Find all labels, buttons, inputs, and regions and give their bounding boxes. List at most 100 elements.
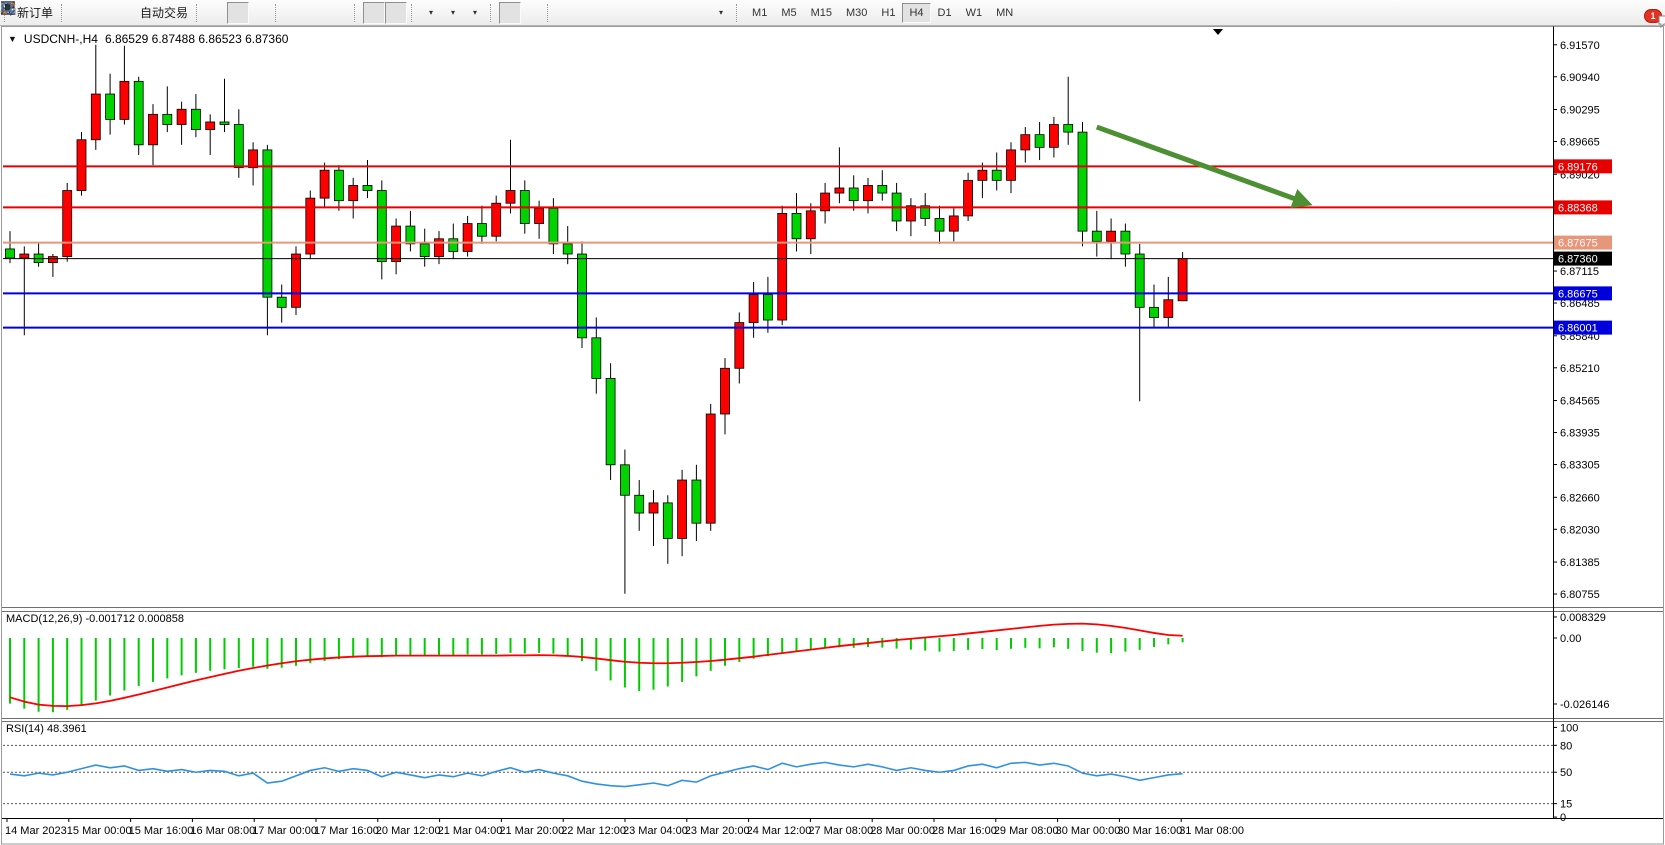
- candle: [1091, 230, 1102, 242]
- price-badge-label: 6.89176: [1558, 161, 1598, 173]
- autotrading-button[interactable]: 自动交易: [1, 2, 192, 24]
- toolbar-separator: [736, 3, 743, 22]
- price-badge-label: 6.86675: [1558, 288, 1598, 300]
- timeframe-m5-button[interactable]: M5: [781, 6, 797, 19]
- candle: [291, 253, 301, 308]
- periods-button[interactable]: ▾: [2, 2, 464, 24]
- trendline-button[interactable]: [0, 1, 622, 24]
- timeframe-m30-button[interactable]: M30: [846, 6, 868, 19]
- tile-windows-button[interactable]: [1, 1, 350, 24]
- candle: [720, 367, 730, 415]
- chart-shift-marker[interactable]: [1213, 29, 1223, 35]
- price-tick-label: 6.82660: [1560, 492, 1600, 504]
- price-tick-label: 6.90295: [1560, 105, 1600, 117]
- text-label-button[interactable]: T: [1, 2, 710, 24]
- rsi-tick-label: 15: [1560, 799, 1572, 811]
- candle: [248, 149, 259, 169]
- candle: [5, 248, 15, 259]
- candle: [634, 494, 645, 514]
- symbol-title: ▼ USDCNH-,H4 6.86529 6.87488 6.86523 6.8…: [8, 32, 288, 46]
- candle: [476, 223, 487, 237]
- indicators-button[interactable]: ▾: [1, 2, 442, 24]
- chart-shift-button[interactable]: [1, 1, 408, 24]
- price-badge-label: 6.87360: [1558, 254, 1598, 266]
- trend-arrow-annotation[interactable]: [1095, 124, 1313, 208]
- arrows-button[interactable]: ▾: [2, 2, 732, 24]
- timeframe-h1-button[interactable]: H1: [881, 6, 896, 19]
- crosshair-button[interactable]: [2, 2, 543, 24]
- chat-icon: [1658, 15, 1665, 28]
- search-icon: [1, 1, 15, 15]
- toolbar-right: 1: [1, 0, 1665, 28]
- data-window-button[interactable]: [2, 2, 114, 24]
- vertical-line-button[interactable]: [7, 2, 578, 24]
- candle: [48, 256, 58, 264]
- candle: [934, 218, 945, 232]
- zoom-in-button[interactable]: [1, 1, 306, 24]
- text-icon: A: [4, 2, 13, 16]
- candle: [1149, 306, 1159, 318]
- zoom-out-button[interactable]: [1, 1, 328, 24]
- periods-button-caret-icon[interactable]: ▾: [451, 7, 456, 17]
- bar-chart-button[interactable]: [2, 2, 227, 24]
- candle: [491, 202, 502, 237]
- candle: [777, 212, 788, 321]
- candle: [748, 294, 759, 323]
- line-chart-button[interactable]: [0, 1, 271, 24]
- templates-button[interactable]: ▾: [1, 2, 486, 24]
- time-tick-label: 23 Mar 20:00: [685, 825, 750, 837]
- autoscroll-button[interactable]: [1, 1, 386, 24]
- price-tick-label: 6.82030: [1560, 524, 1600, 536]
- toolbar: 新订单 自动交易 ▾ ▾ ▾ E F A T ▾ M1 M5 M15 M30 H1 H4 D1 W1 MN 1: [0, 0, 1665, 28]
- price-tick-label: 6.84565: [1560, 396, 1600, 408]
- candle: [791, 212, 802, 240]
- fibonacci-button[interactable]: F: [2, 2, 666, 24]
- horizontal-line-button[interactable]: [2, 2, 600, 24]
- candle: [763, 294, 773, 321]
- templates-button-caret-icon[interactable]: ▾: [473, 7, 478, 17]
- candle: [662, 502, 673, 539]
- arrows-button-caret-icon[interactable]: ▾: [719, 7, 724, 17]
- text-button[interactable]: A: [4, 2, 688, 24]
- candle: [162, 113, 173, 125]
- timeframe-mn-button[interactable]: MN: [996, 6, 1014, 19]
- equidistant-channel-button[interactable]: E: [1, 2, 644, 24]
- cursor-button[interactable]: [5, 1, 522, 24]
- time-tick-label: 17 Mar 00:00: [252, 825, 317, 837]
- candle: [348, 185, 359, 202]
- new-order-button[interactable]: 新订单: [2, 1, 57, 24]
- time-tick-label: 15 Mar 00:00: [67, 825, 132, 837]
- indicators-button-caret-icon[interactable]: ▾: [429, 7, 434, 17]
- navigator-button[interactable]: [1, 1, 136, 24]
- candle: [276, 296, 287, 308]
- search-button[interactable]: [1, 1, 1651, 24]
- timeframe-m1-button[interactable]: M1: [752, 6, 768, 19]
- candle: [620, 464, 630, 496]
- candle: [219, 121, 230, 125]
- timeframe-w1-button[interactable]: W1: [965, 6, 983, 19]
- price-tick-label: 6.81385: [1560, 557, 1600, 569]
- symbol-dropdown-icon[interactable]: ▼: [8, 34, 17, 44]
- macd-values: -0.001712 0.000858: [85, 613, 184, 625]
- toolbar-separator: [490, 3, 497, 22]
- plot-area[interactable]: [3, 44, 1553, 805]
- candle: [19, 253, 30, 259]
- timeframe-m15-button[interactable]: M15: [810, 6, 832, 19]
- candle: [190, 108, 201, 130]
- price-badge-label: 6.87675: [1558, 238, 1598, 250]
- price-badge: [1554, 286, 1612, 301]
- rsi-line: [9, 761, 1183, 788]
- timeframe-h4-button[interactable]: H4: [902, 2, 931, 23]
- candle: [1134, 253, 1145, 308]
- symbols-button[interactable]: [1, 1, 92, 24]
- svg-text:E: E: [10, 11, 14, 16]
- toolbar-separator: [196, 3, 203, 22]
- label-icon: T: [1, 3, 15, 13]
- candlestick-button[interactable]: [2, 1, 250, 24]
- price-axis[interactable]: 6.915706.909406.902956.896656.890206.871…: [1553, 40, 1612, 824]
- timeframe-d1-button[interactable]: D1: [937, 6, 952, 19]
- toolbar-separator: [354, 3, 361, 22]
- rsi-tick-label: 100: [1560, 722, 1578, 734]
